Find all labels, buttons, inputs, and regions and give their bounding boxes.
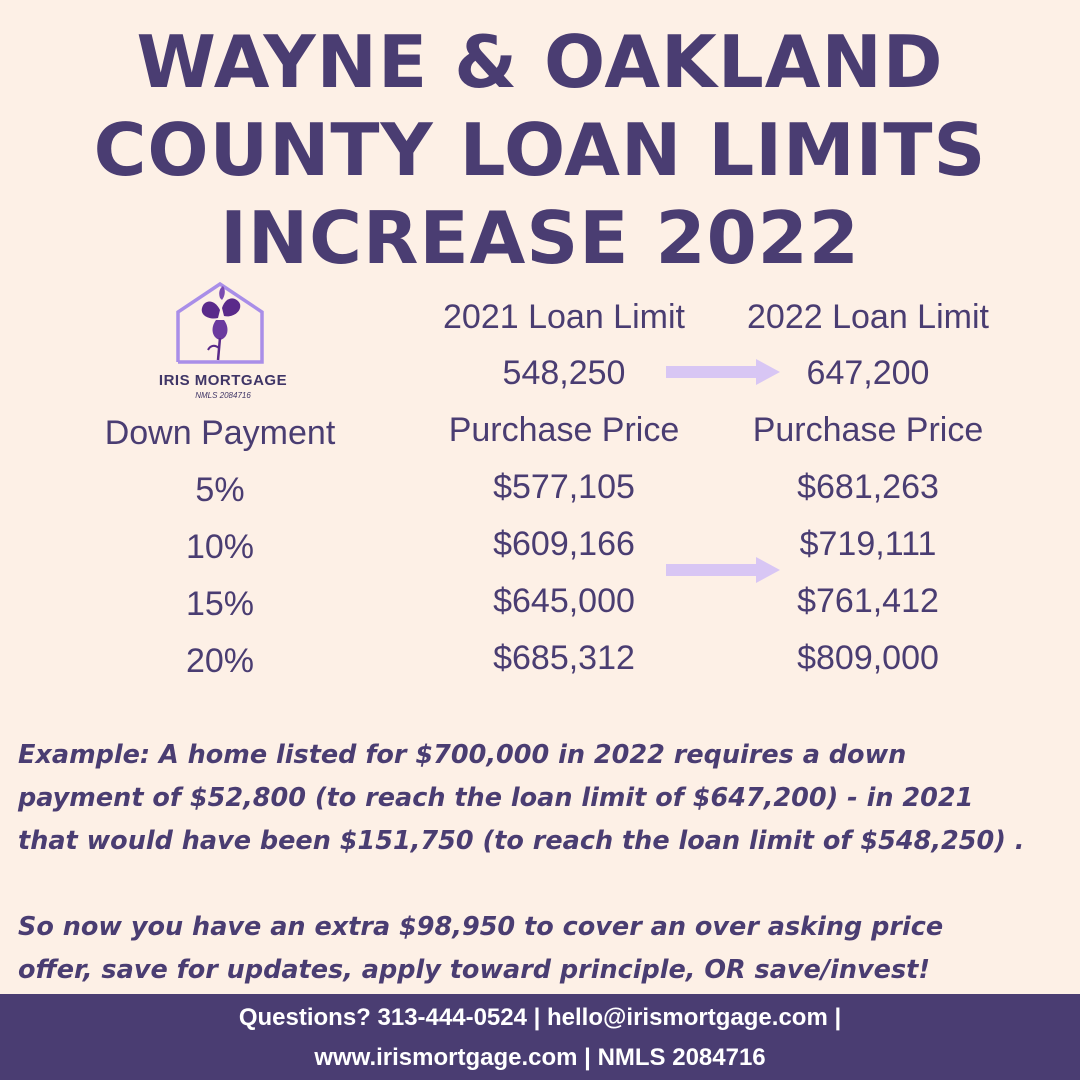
price-2021-cell: $609,166 xyxy=(493,525,635,563)
title-line: INCREASE 2022 xyxy=(220,196,860,280)
footer-contact[interactable]: Questions? 313-444-0524 | hello@irismort… xyxy=(238,1004,842,1031)
example-text: Example: A home listed for $700,000 in 2… xyxy=(18,734,1080,992)
subheader-down-payment: Down Payment xyxy=(104,414,336,452)
example-line: offer, save for updates, apply toward pr… xyxy=(18,955,930,985)
down-payment-cell: 15% xyxy=(185,585,255,623)
price-2022-cell: $719,111 xyxy=(799,525,937,563)
logo: IRIS MORTGAGE NMLS 2084716 xyxy=(148,280,298,405)
header-2021-loan-limit: 2021 Loan Limit xyxy=(443,298,685,336)
header-2022-loan-limit: 2022 Loan Limit xyxy=(747,298,989,336)
limit-2022: 647,200 xyxy=(806,354,930,392)
footer-website[interactable]: www.irismortgage.com | NMLS 2084716 xyxy=(314,1044,766,1071)
price-2021-cell: $577,105 xyxy=(493,468,635,506)
price-2021-cell: $685,312 xyxy=(493,639,635,677)
down-payment-cell: 5% xyxy=(195,471,245,509)
spacer xyxy=(18,863,1080,906)
example-line: Example: A home listed for $700,000 in 2… xyxy=(18,740,907,770)
title-line: WAYNE & OAKLAND xyxy=(136,20,944,104)
logo-nmls: NMLS 2084716 xyxy=(195,391,251,400)
subheader-purchase-price-2022: Purchase Price xyxy=(752,411,984,449)
down-payment-cell: 10% xyxy=(185,528,255,566)
example-line: So now you have an extra $98,950 to cove… xyxy=(18,912,944,942)
arrow-right-icon xyxy=(666,359,780,385)
price-2022-cell: $681,263 xyxy=(797,468,939,506)
price-2022-cell: $809,000 xyxy=(797,639,939,677)
example-line: that would have been $151,750 (to reach … xyxy=(18,826,1025,856)
subheader-purchase-price-2021: Purchase Price xyxy=(448,411,680,449)
price-2021-cell: $645,000 xyxy=(493,582,635,620)
price-2022-cell: $761,412 xyxy=(797,582,939,620)
arrow-right-icon xyxy=(666,557,780,583)
logo-brand: IRIS MORTGAGE xyxy=(158,372,288,389)
example-line: payment of $52,800 (to reach the loan li… xyxy=(18,783,974,813)
page-title: WAYNE & OAKLAND COUNTY LOAN LIMITS INCRE… xyxy=(0,18,1080,282)
limit-2021: 548,250 xyxy=(502,354,626,392)
title-line: COUNTY LOAN LIMITS xyxy=(93,108,987,192)
house-iris-icon xyxy=(176,281,264,364)
down-payment-cell: 20% xyxy=(185,642,255,680)
footer: Questions? 313-444-0524 | hello@irismort… xyxy=(0,994,1080,1080)
